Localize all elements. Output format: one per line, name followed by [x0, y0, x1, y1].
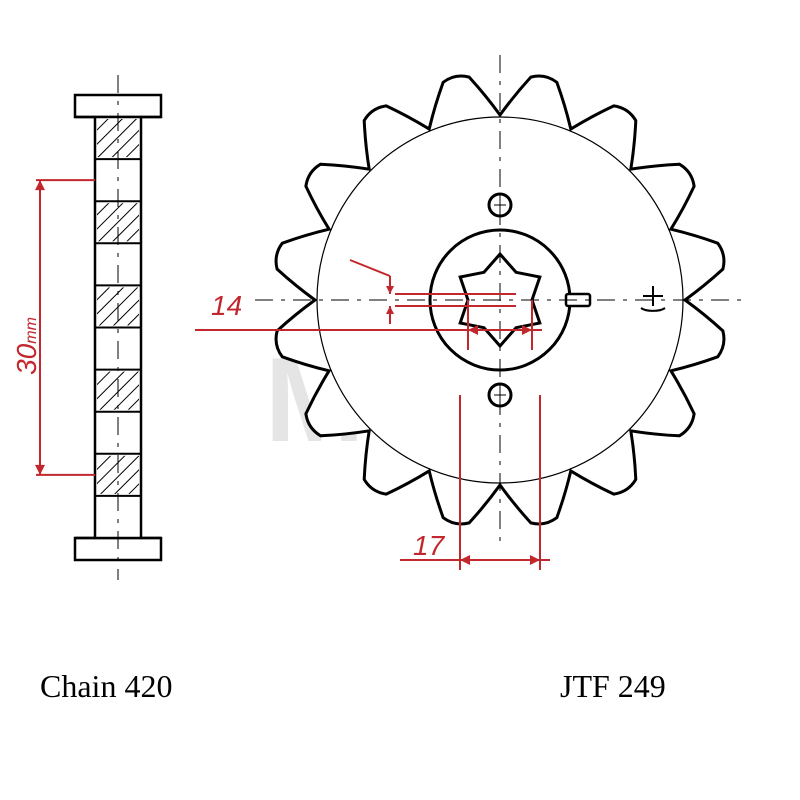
- technical-drawing-svg: [0, 0, 800, 800]
- diagram-canvas: { "watermark": "Mike", "chain_label": "C…: [0, 0, 800, 800]
